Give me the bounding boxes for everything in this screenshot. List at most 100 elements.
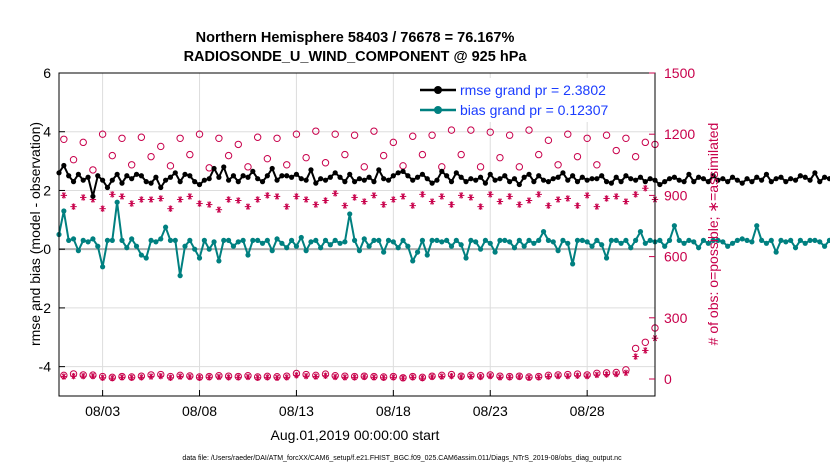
rmse-point <box>599 173 605 179</box>
assimilated-obs-marker <box>215 373 223 381</box>
rmse-point <box>715 177 721 183</box>
rmse-point <box>671 174 677 180</box>
assimilated-obs-marker <box>516 201 523 208</box>
bias-point <box>129 236 135 242</box>
rmse-point <box>269 165 275 172</box>
rmse-point <box>100 177 106 183</box>
bias-point <box>230 243 237 249</box>
rmse-point <box>526 171 532 177</box>
bias-point <box>802 240 808 246</box>
bias-point <box>318 245 324 251</box>
possible-obs-marker <box>292 130 301 138</box>
assimilated-obs-marker <box>138 196 145 203</box>
possible-obs-marker <box>564 130 572 138</box>
bias-point <box>507 239 513 245</box>
rmse-point <box>308 167 314 173</box>
y-tick-label-left: 4 <box>43 124 51 140</box>
bias-point <box>763 240 770 246</box>
bias-point <box>347 211 353 217</box>
legend-bias-label: bias grand pr = 0.12307 <box>460 102 608 118</box>
rmse-point <box>710 173 716 179</box>
bias-point <box>410 258 416 264</box>
bias-point <box>308 239 314 245</box>
assimilated-obs-marker <box>128 374 135 381</box>
rmse-point <box>734 177 740 183</box>
rmse-point <box>574 179 581 185</box>
bias-point <box>696 245 702 251</box>
rmse-point <box>376 167 382 173</box>
assimilated-obs-marker <box>264 374 271 381</box>
bias-point <box>288 237 295 243</box>
tick-layer: 08/03 08/08 08/13 08/18 08/23 08/28 -4 -2 0 2 4 6 0 3… <box>39 65 696 419</box>
assimilated-obs-marker <box>574 202 581 209</box>
possible-obs-marker <box>457 150 465 159</box>
rmse-point <box>61 162 67 169</box>
bias-point <box>710 237 716 243</box>
rmse-point <box>313 180 319 186</box>
rmse-point <box>225 177 232 183</box>
bias-point <box>192 246 198 252</box>
bias-point <box>100 264 106 270</box>
bias-point <box>570 261 576 267</box>
rmse-point <box>705 179 711 185</box>
bias-point <box>66 237 72 243</box>
rmse-point <box>497 176 503 182</box>
rmse-point <box>676 177 682 183</box>
bias-point <box>734 237 740 243</box>
rmse-point <box>327 174 333 180</box>
bias-point <box>516 237 522 243</box>
assimilated-obs-marker <box>419 191 426 198</box>
y-axis-label-left: rmse and bias (model - observation) <box>27 122 43 346</box>
bias-point <box>511 245 518 251</box>
assimilated-obs-marker <box>89 372 97 380</box>
bias-point <box>468 237 474 243</box>
bias-point <box>274 236 280 242</box>
rmse-point <box>206 176 212 182</box>
rmse-point <box>259 179 266 185</box>
assimilated-obs-marker <box>341 374 349 381</box>
rmse-point <box>555 174 561 180</box>
chart-title-line1: Northern Hemisphere 58403 / 76678 = 76.1… <box>196 30 515 46</box>
possible-obs-marker <box>312 127 320 135</box>
bias-point <box>279 240 285 246</box>
assimilated-obs-marker <box>603 371 610 378</box>
assimilated-obs-marker <box>613 193 620 200</box>
bias-point <box>414 249 421 255</box>
possible-obs-marker <box>157 142 165 151</box>
bias-point <box>826 237 830 243</box>
assimilated-obs-marker <box>118 193 126 200</box>
assimilated-obs-marker <box>60 373 68 380</box>
rmse-point <box>759 177 765 183</box>
bias-point <box>671 223 677 229</box>
bias-point <box>444 237 450 243</box>
rmse-point <box>802 174 808 180</box>
bias-point <box>599 242 605 248</box>
bias-point <box>390 239 396 245</box>
rmse-point <box>516 181 522 188</box>
rmse-point <box>749 179 755 185</box>
rmse-point <box>739 180 745 186</box>
rmse-point <box>75 171 81 177</box>
assimilated-obs-marker <box>293 372 300 379</box>
assimilated-obs-marker <box>603 195 610 202</box>
bias-point <box>725 243 731 249</box>
rmse-point <box>303 177 309 183</box>
possible-obs-marker <box>273 134 281 142</box>
bias-point <box>429 237 435 243</box>
x-tick-label: 08/23 <box>473 403 508 419</box>
assimilated-obs-marker <box>506 374 513 381</box>
assimilated-obs-marker <box>225 374 232 381</box>
rmse-point <box>613 174 619 180</box>
assimilated-obs-marker <box>322 197 329 204</box>
bias-point <box>356 248 363 254</box>
rmse-point <box>468 176 474 182</box>
possible-obs-marker <box>89 166 97 174</box>
bias-point <box>313 237 319 243</box>
rmse-point <box>216 174 222 180</box>
possible-obs-marker <box>79 138 87 147</box>
rmse-point <box>444 173 450 179</box>
bias-point <box>574 237 581 243</box>
rmse-point <box>647 176 653 182</box>
assimilated-obs-marker <box>564 372 571 380</box>
rmse-point <box>255 176 261 182</box>
